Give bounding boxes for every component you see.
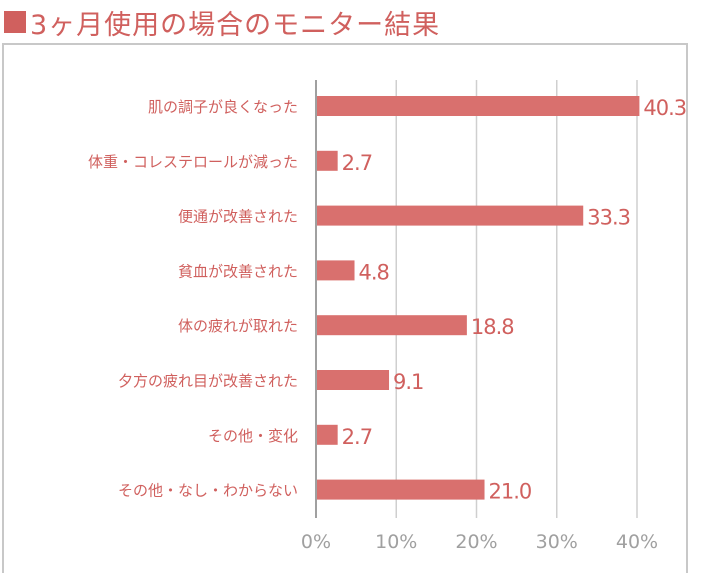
x-tick-label: 10%	[375, 531, 417, 553]
bar	[317, 424, 338, 445]
category-label: その他・変化	[208, 427, 298, 445]
bar	[317, 150, 338, 171]
category-label: 便通が改善された	[178, 208, 298, 226]
data-label: 9.1	[393, 370, 423, 394]
category-label: 夕方の疲れ目が改善された	[118, 372, 298, 390]
bar	[317, 260, 355, 281]
bar	[317, 370, 390, 390]
bar	[317, 205, 584, 226]
data-label: 33.3	[587, 206, 630, 230]
x-tick-label: 40%	[616, 531, 658, 553]
data-label: 21.0	[489, 480, 532, 504]
data-label: 2.7	[342, 151, 372, 175]
data-label: 40.3	[643, 96, 686, 120]
category-label: 体重・コレステロールが減った	[88, 153, 298, 171]
bar	[317, 315, 467, 336]
data-label: 4.8	[359, 260, 389, 284]
bar	[317, 96, 640, 116]
bar	[317, 479, 485, 500]
category-label: 肌の調子が良くなった	[148, 98, 298, 116]
category-label: 体の疲れが取れた	[178, 317, 298, 335]
x-tick-label: 20%	[455, 531, 497, 553]
x-tick-label: 0%	[301, 531, 331, 553]
category-label: 貧血が改善された	[178, 262, 298, 280]
chart-frame	[2, 43, 688, 573]
data-label: 18.8	[471, 315, 514, 339]
x-tick-label: 30%	[536, 531, 578, 553]
category-label: その他・なし・わからない	[118, 482, 298, 500]
data-label: 2.7	[342, 425, 372, 449]
title-marker-icon	[4, 11, 26, 33]
chart-title: 3ヶ月使用の場合のモニター結果	[4, 4, 440, 41]
